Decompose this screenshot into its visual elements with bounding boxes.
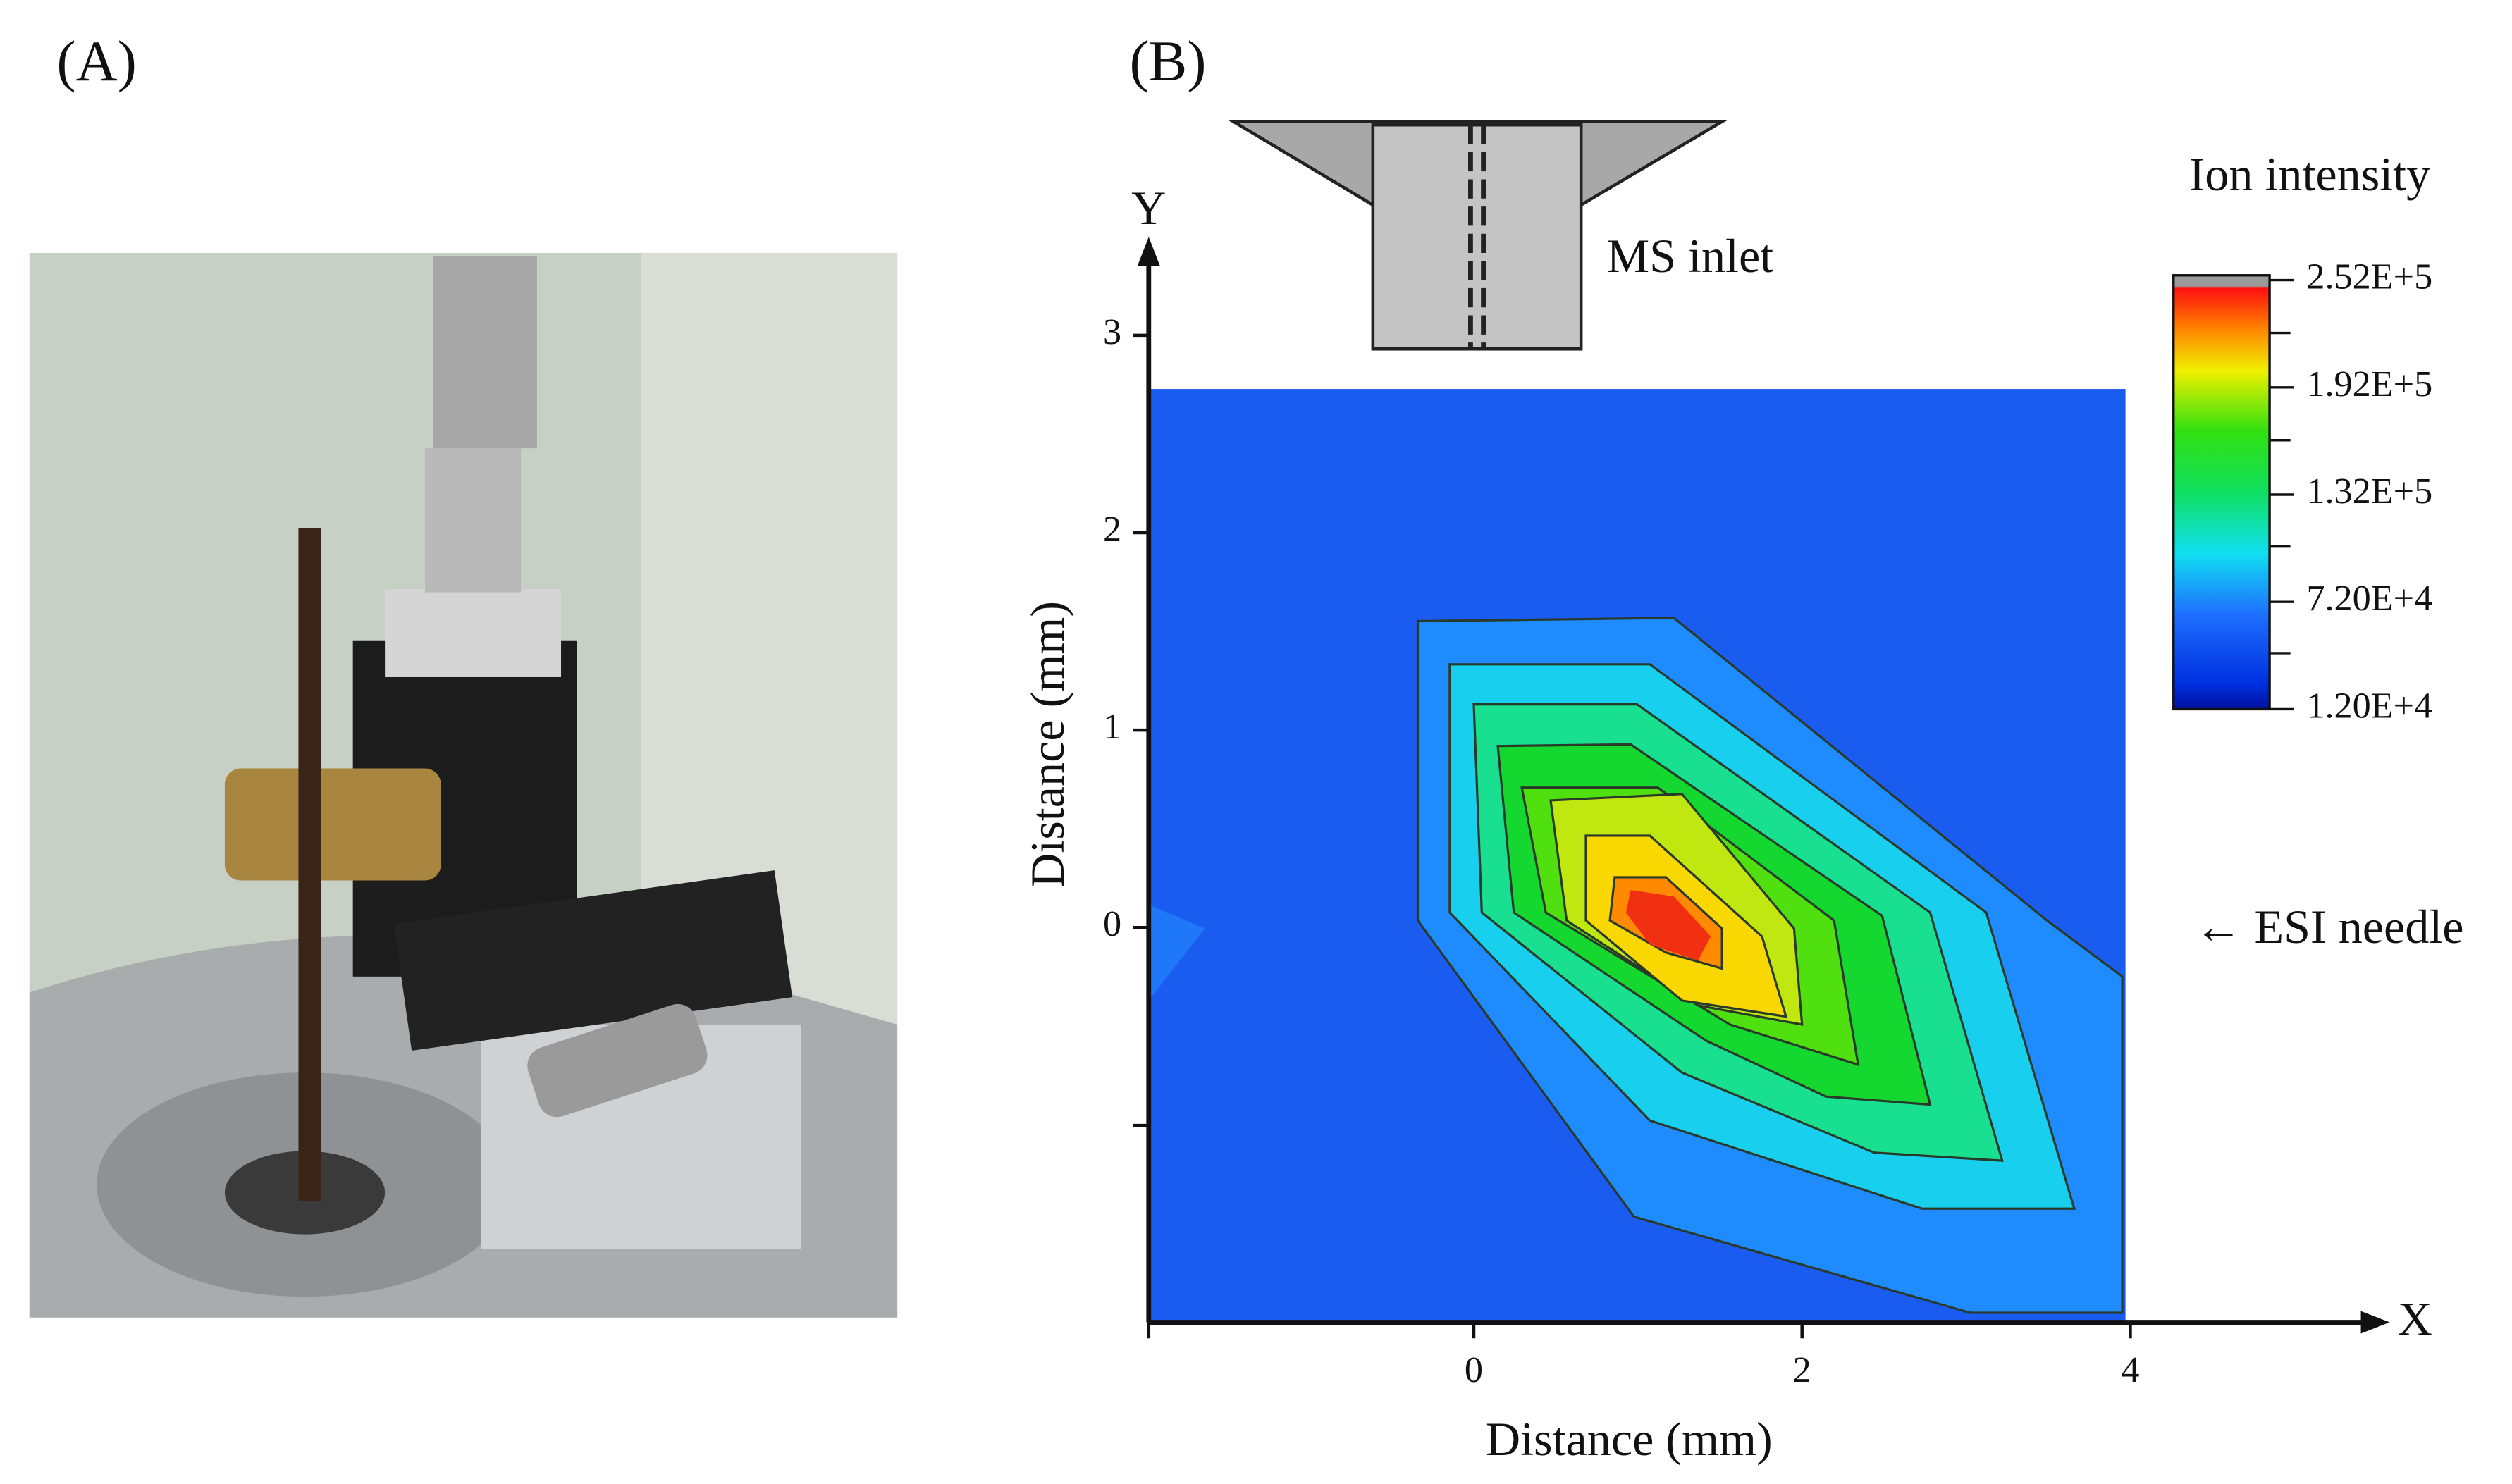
- photo: [29, 252, 898, 1318]
- x-tick-label: 2: [1793, 1349, 1811, 1390]
- axes: [1133, 259, 2371, 1339]
- annotation: MS inlet: [1607, 229, 1774, 283]
- y-tick-label: 2: [1103, 509, 1121, 550]
- y-tick-label: 0: [1103, 903, 1121, 944]
- colorbar-minor-ticks: [2270, 331, 2291, 655]
- panel-label: (B): [1130, 29, 1207, 93]
- contour-map: [1148, 389, 2126, 1323]
- colorbar: [2172, 274, 2271, 711]
- axis-letter: Y: [1131, 181, 1166, 235]
- x-tick-label: 4: [2121, 1349, 2139, 1390]
- colorbar-tick-label: 2.52E+5: [2306, 256, 2432, 297]
- ms-inlet: [1227, 120, 1728, 351]
- colorbar-tick-label: 1.32E+5: [2306, 471, 2432, 512]
- y-tick-label: 3: [1103, 311, 1121, 352]
- annotation: ← ESI needle: [2194, 900, 2463, 953]
- colorbar-tick-label: 1.20E+4: [2306, 685, 2432, 726]
- x-axis-label: Distance (mm): [1486, 1412, 1773, 1466]
- colorbar-tick-label: 1.92E+5: [2306, 364, 2432, 404]
- colorbar-title: Ion intensity: [2189, 147, 2431, 201]
- axis-arrow: [1137, 237, 1160, 266]
- panel-label: (A): [56, 29, 137, 93]
- colorbar-tick-label: 7.20E+4: [2306, 578, 2432, 619]
- x-tick-label: 0: [1465, 1349, 1483, 1390]
- axis-arrow: [2360, 1311, 2390, 1334]
- y-tick-label: 1: [1103, 706, 1121, 747]
- y-axis-label: Distance (mm): [1021, 601, 1074, 888]
- axis-letter: X: [2398, 1292, 2432, 1345]
